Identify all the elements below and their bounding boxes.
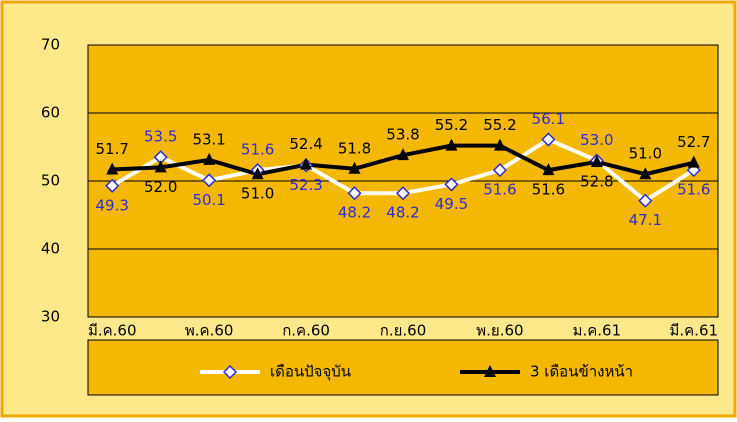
y-tick-label: 70 <box>41 36 60 54</box>
data-label: 51.6 <box>483 181 516 199</box>
data-label: 51.0 <box>629 145 662 163</box>
x-tick-label: ก.ค.60 <box>282 322 330 340</box>
x-tick-label: ก.ย.60 <box>380 322 427 340</box>
data-label: 53.1 <box>192 130 225 148</box>
x-tick-label: พ.ค.60 <box>185 322 234 340</box>
marker <box>251 167 264 180</box>
x-tick-label: มี.ค.61 <box>669 322 718 340</box>
data-label: 56.1 <box>532 110 565 128</box>
data-label: 49.5 <box>435 195 468 213</box>
data-label: 51.6 <box>532 181 565 199</box>
marker <box>444 177 459 192</box>
data-label: 47.1 <box>629 211 662 229</box>
y-tick-label: 50 <box>41 172 60 190</box>
marker <box>445 138 458 151</box>
y-tick-label: 30 <box>41 308 60 326</box>
marker <box>639 167 652 180</box>
marker <box>590 154 603 167</box>
marker <box>202 173 217 188</box>
marker <box>638 193 653 208</box>
x-tick-label: ม.ค.61 <box>573 322 622 340</box>
data-label: 51.6 <box>241 141 274 159</box>
data-label: 53.0 <box>580 131 613 149</box>
data-label: 51.7 <box>96 140 129 158</box>
x-tick-label: พ.ย.60 <box>476 322 523 340</box>
data-label: 51.0 <box>241 185 274 203</box>
data-label: 49.3 <box>96 196 129 214</box>
data-label: 55.2 <box>483 116 516 134</box>
data-label: 50.1 <box>192 191 225 209</box>
data-label: 48.2 <box>338 204 371 222</box>
legend-label: เดือนปัจจุบัน <box>270 363 351 382</box>
marker <box>687 155 700 168</box>
marker <box>541 132 556 147</box>
marker <box>542 163 555 176</box>
data-label: 52.8 <box>580 172 613 190</box>
marker <box>395 186 411 201</box>
marker <box>348 161 361 174</box>
data-label: 52.7 <box>677 133 710 151</box>
marker <box>397 148 409 161</box>
legend-box <box>87 339 719 396</box>
y-tick-label: 40 <box>41 240 60 258</box>
marker <box>154 160 167 173</box>
marker <box>347 186 362 201</box>
y-tick-label: 60 <box>41 104 60 122</box>
marker <box>203 152 216 165</box>
data-label: 48.2 <box>386 204 419 222</box>
marker <box>493 138 506 151</box>
marker <box>492 163 507 178</box>
data-label: 52.3 <box>289 176 322 194</box>
legend-label: 3 เดือนข้างหน้า <box>530 363 633 381</box>
data-label: 52.0 <box>144 178 177 196</box>
marker <box>222 364 238 380</box>
data-label: 55.2 <box>435 116 468 134</box>
x-tick-label: มี.ค.60 <box>88 322 137 340</box>
marker <box>106 162 119 175</box>
marker <box>300 157 313 170</box>
data-label: 51.8 <box>338 139 371 157</box>
marker <box>105 178 120 193</box>
marker <box>484 365 496 377</box>
data-label: 53.5 <box>144 128 177 146</box>
data-label: 52.4 <box>289 135 322 153</box>
data-label: 51.6 <box>677 181 710 199</box>
data-label: 53.8 <box>386 126 419 144</box>
